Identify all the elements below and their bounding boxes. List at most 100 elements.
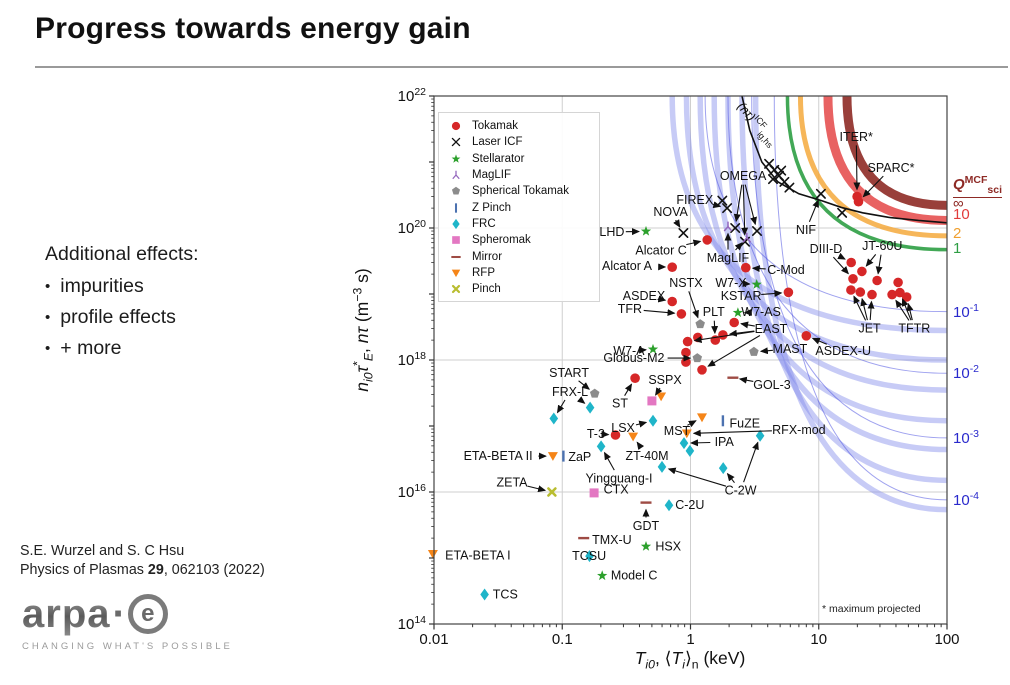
mcf-q-contour — [773, 96, 947, 501]
scatter-point — [681, 357, 691, 367]
annotation-arrow — [673, 219, 681, 228]
q-value-label: 1 — [953, 239, 962, 257]
annotation-arrow — [624, 383, 633, 396]
annotation-label: PLT — [703, 305, 725, 319]
annotation-label: JET — [858, 322, 881, 336]
scatter-point — [681, 347, 691, 358]
annotation-arrow — [667, 467, 727, 487]
annotation-arrow — [693, 330, 755, 344]
scatter-point — [685, 444, 695, 457]
point-T-3 — [610, 430, 621, 440]
annotation-arrow — [906, 302, 914, 321]
annotation-label: Model C — [611, 569, 658, 583]
point-DIII-D — [846, 257, 856, 268]
annotation-label: GOL-3 — [753, 378, 791, 392]
annotation-label: W7-AS — [741, 305, 781, 319]
icf-q-band — [683, 96, 947, 363]
point-Alcator C — [702, 235, 712, 245]
stellarator-marker-icon — [451, 154, 461, 163]
annotation-arrow — [687, 420, 697, 428]
annotation-label: NSTX — [669, 276, 703, 290]
mcf-q-contour — [751, 96, 947, 439]
x-tick-label: 0.01 — [419, 631, 449, 648]
point-NSTX — [695, 319, 705, 329]
point-KSTAR — [783, 287, 794, 298]
annotation-arrow — [761, 289, 783, 297]
annotation-arrow — [811, 337, 828, 345]
annotation-label: C-2U — [675, 498, 704, 512]
mcf-q-contour — [704, 96, 947, 313]
point-HSX — [640, 541, 652, 551]
arpa-e-logo: arpa· e CHANGING WHAT'S POSSIBLE — [22, 592, 233, 652]
x-tick-label: 10 — [810, 631, 828, 648]
annotation-label: ETA-BETA II — [464, 449, 533, 463]
y-tick-label: 1016 — [397, 482, 426, 501]
annotation-label: W7-X — [715, 276, 747, 290]
x-tick-label: 100 — [934, 631, 960, 648]
annotation-arrow — [688, 291, 699, 319]
annotation-arrow — [657, 295, 667, 303]
annotation-arrow — [576, 396, 586, 404]
scatter-point — [846, 285, 856, 295]
annotation-label: OMEGA — [720, 169, 767, 183]
maglif-marker-icon — [452, 170, 460, 180]
point-MST — [697, 413, 707, 423]
bullet-text: impurities — [60, 275, 144, 297]
annotation-arrow — [636, 441, 645, 451]
point-W7-AS — [732, 307, 744, 318]
point-LSX — [648, 414, 658, 427]
annotation-label: LSX — [611, 421, 635, 435]
annotation-label: IPA — [715, 435, 735, 449]
mcf-q-band — [797, 96, 947, 239]
y-tick-label: 1020 — [397, 218, 426, 237]
scatter-point — [718, 462, 728, 475]
legend-item-zpinch: Z Pinch — [447, 199, 593, 215]
annotation-label: W7-A — [613, 344, 645, 358]
point-START — [589, 388, 600, 398]
bullet-icon: • — [45, 309, 51, 326]
mcf-q-band — [785, 96, 947, 252]
annotation-label: START — [549, 366, 589, 380]
point-ASDEX-U — [801, 331, 812, 341]
annotation-arrow — [655, 387, 663, 396]
annotation-label: TFR — [618, 302, 642, 316]
y-axis-label: ni0τ*E, nτ (m−3 s) — [350, 268, 376, 392]
scatter-point — [776, 165, 787, 176]
annotation-arrow — [690, 439, 711, 447]
legend-item-label: Spherical Tokamak — [472, 185, 569, 198]
point-TFTR — [887, 289, 897, 300]
logo-e-icon: e — [127, 594, 168, 634]
scatter-point — [693, 332, 703, 343]
x-tick-label: 1 — [686, 631, 695, 648]
annotation-arrow — [865, 254, 877, 267]
chart-legend: Tokamak Laser ICF Stellarator MagLIF Spheric… — [438, 112, 600, 303]
point-NIF — [815, 188, 826, 199]
annotation-label: T-3 — [587, 427, 605, 441]
scatter-point — [682, 336, 693, 347]
legend-item-spheromak: Spheromak — [447, 232, 593, 248]
legend-item-rfp: RFP — [447, 265, 593, 281]
scatter-point — [730, 223, 741, 233]
annotation-arrow — [527, 485, 547, 493]
scatter-point — [718, 330, 728, 340]
annotation-arrow — [733, 184, 743, 223]
scatter-point — [848, 274, 858, 284]
legend-item-tokamak: Tokamak — [447, 118, 593, 134]
footnote: * maximum projected — [821, 602, 921, 615]
legend-item-sph_tokamak: Spherical Tokamak — [447, 183, 593, 199]
legend-item-label: Pinch — [472, 283, 501, 296]
scatter-point — [784, 182, 795, 193]
legend-item-label: RFP — [472, 266, 495, 279]
scatter-point — [895, 287, 905, 298]
additional-effects-panel: Additional effects: • impurities • profi… — [45, 243, 345, 368]
annotation-arrow — [604, 451, 615, 471]
citation: S.E. Wurzel and S. C Hsu Physics of Plas… — [20, 542, 265, 580]
q-sci-header: QMCFsci — [953, 173, 1003, 198]
annotation-label: GDT — [633, 519, 660, 533]
mcf-q-contour — [727, 96, 947, 374]
annotation-label: ETA-BETA I — [445, 548, 511, 562]
sph_tokamak-marker-icon — [451, 187, 461, 195]
scatter-point — [549, 412, 559, 425]
scatter-point — [656, 392, 667, 402]
